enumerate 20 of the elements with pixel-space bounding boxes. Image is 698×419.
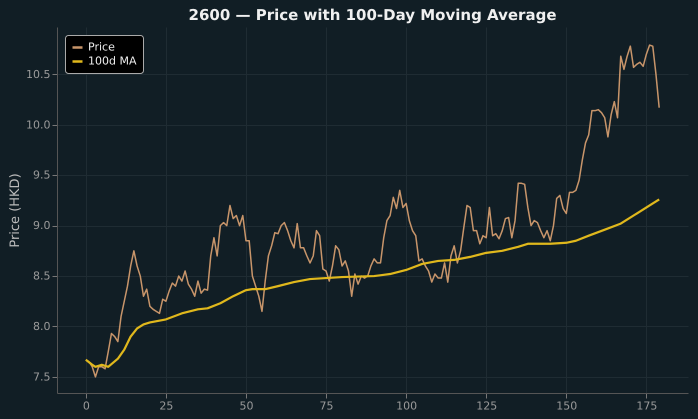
x-tick-label: 150 — [556, 400, 578, 412]
x-tick-label: 125 — [476, 400, 498, 412]
y-tick-label: 8.5 — [33, 270, 50, 283]
y-tick-label: 8.0 — [33, 320, 50, 333]
y-tick-label: 10.0 — [26, 118, 50, 132]
x-tick-label: 100 — [396, 400, 418, 412]
y-tick-label: 7.5 — [33, 370, 50, 384]
legend-label: 100d MA — [88, 54, 137, 68]
y-tick-label: 9.5 — [33, 168, 50, 182]
y-tick-label: 10.5 — [26, 68, 50, 81]
x-tick-label: 0 — [82, 400, 90, 412]
x-tick-label: 50 — [239, 400, 254, 412]
y-axis-title: Price (HKD) — [8, 173, 24, 248]
y-tick-label: 9.0 — [33, 219, 50, 232]
x-tick-label: 75 — [320, 400, 334, 412]
x-tick-label: 25 — [159, 400, 174, 412]
line-series — [84, 198, 660, 368]
x-tick-label: 175 — [636, 400, 658, 412]
legend-label: Price — [88, 40, 116, 54]
chart-title: 2600 — Price with 100-Day Moving Average — [188, 6, 556, 24]
